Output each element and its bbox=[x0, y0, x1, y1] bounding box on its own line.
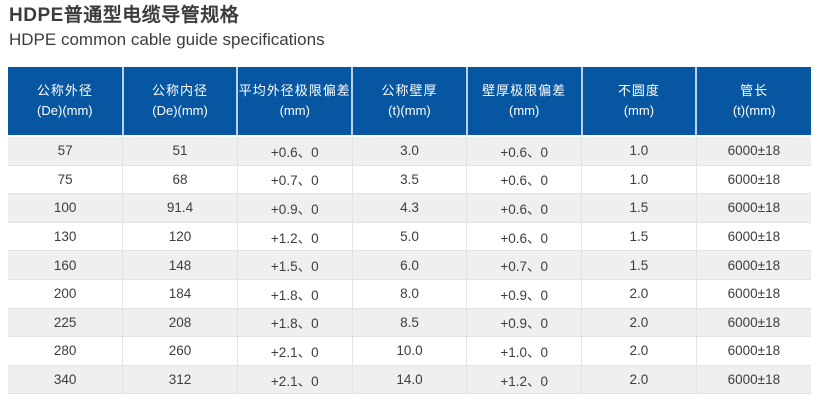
table-cell: 2.0 bbox=[581, 336, 697, 366]
table-cell: 120 bbox=[122, 221, 238, 251]
table-cell: 68 bbox=[122, 164, 238, 194]
table-cell: 4.3 bbox=[351, 193, 467, 223]
table-cell: 1.0 bbox=[581, 164, 697, 194]
table-cell: 2.0 bbox=[581, 278, 697, 309]
table-cell: 75 bbox=[8, 164, 123, 194]
table-row: 200 184 +1.8、0 8.0 +0.9、0 2.0 6000±18 bbox=[8, 278, 811, 309]
table-cell: +2.1、0 bbox=[236, 364, 353, 395]
table-row: 280 260 +2.1、0 10.0 +1.0、0 2.0 6000±18 bbox=[8, 336, 811, 366]
table-cell: +1.8、0 bbox=[236, 307, 353, 337]
page-title-en: HDPE common cable guide specifications bbox=[9, 30, 325, 49]
table-cell: +0.9、0 bbox=[466, 307, 582, 337]
table-cell: 225 bbox=[8, 307, 123, 337]
table-cell: +0.6、0 bbox=[236, 136, 353, 166]
table-cell: +1.2、0 bbox=[466, 364, 582, 395]
table-cell: 3.0 bbox=[351, 136, 467, 166]
table-cell: 6000±18 bbox=[695, 221, 811, 251]
table-cell: 91.4 bbox=[122, 193, 238, 223]
table-cell: 2.0 bbox=[581, 364, 697, 395]
page-title-zh: HDPE普通型电缆导管规格 bbox=[9, 5, 240, 26]
table-cell: 148 bbox=[122, 250, 238, 280]
table-cell: 184 bbox=[122, 278, 238, 309]
table-row: 340 312 +2.1、0 14.0 +1.2、0 2.0 6000±18 bbox=[8, 364, 811, 395]
column-header: 管长 (t)(mm) bbox=[695, 67, 811, 137]
column-header: 平均外径极限偏差 (mm) bbox=[236, 67, 353, 137]
table-cell: +0.6、0 bbox=[466, 164, 582, 194]
table-row: 225 208 +1.8、0 8.5 +0.9、0 2.0 6000±18 bbox=[8, 307, 811, 337]
header-row: 公称外径 (De)(mm) 公称内径 (De)(mm) 平均外径极限偏差 (mm) 公称壁厚… bbox=[8, 67, 811, 137]
table-cell: +0.9、0 bbox=[466, 278, 582, 309]
table-cell: +1.5、0 bbox=[236, 250, 353, 280]
table-cell: 6000±18 bbox=[695, 136, 811, 166]
table-cell: 6000±18 bbox=[695, 278, 811, 309]
table-cell: +1.0、0 bbox=[466, 336, 582, 366]
page-header: HDPE普通型电缆导管规格 HDPE common cable guide sp… bbox=[9, 4, 819, 51]
spec-table: 公称外径 (De)(mm) 公称内径 (De)(mm) 平均外径极限偏差 (mm) 公称壁厚… bbox=[8, 67, 811, 395]
table-cell: 6000±18 bbox=[695, 364, 811, 395]
table-cell: 8.5 bbox=[351, 307, 467, 337]
table-cell: +0.6、0 bbox=[466, 221, 582, 251]
column-header: 不圆度 (mm) bbox=[580, 67, 697, 137]
table-cell: 3.5 bbox=[351, 164, 467, 194]
table-cell: 6000±18 bbox=[695, 164, 811, 194]
table-cell: 6000±18 bbox=[695, 193, 811, 223]
table-cell: 6.0 bbox=[351, 250, 467, 280]
table-cell: 280 bbox=[8, 336, 123, 366]
table-cell: 1.0 bbox=[581, 136, 697, 166]
table-cell: 5.0 bbox=[351, 221, 467, 251]
table-cell: 160 bbox=[8, 250, 123, 280]
table-cell: 51 bbox=[122, 136, 238, 166]
table-cell: +0.7、0 bbox=[466, 250, 582, 280]
spec-table-head: 公称外径 (De)(mm) 公称内径 (De)(mm) 平均外径极限偏差 (mm) 公称壁厚… bbox=[8, 67, 811, 137]
table-row: 75 68 +0.7、0 3.5 +0.6、0 1.0 6000±18 bbox=[8, 164, 811, 194]
table-cell: 208 bbox=[122, 307, 238, 337]
table-row: 130 120 +1.2、0 5.0 +0.6、0 1.5 6000±18 bbox=[8, 221, 811, 251]
table-cell: +1.2、0 bbox=[236, 221, 353, 251]
table-row: 160 148 +1.5、0 6.0 +0.7、0 1.5 6000±18 bbox=[8, 250, 811, 280]
table-cell: 200 bbox=[8, 278, 123, 309]
table-row: 57 51 +0.6、0 3.0 +0.6、0 1.0 6000±18 bbox=[8, 136, 811, 166]
table-cell: 10.0 bbox=[351, 336, 467, 366]
table-cell: 6000±18 bbox=[695, 336, 811, 366]
table-cell: 8.0 bbox=[351, 278, 467, 309]
table-cell: 100 bbox=[8, 193, 123, 223]
column-header: 公称内径 (De)(mm) bbox=[121, 67, 238, 137]
table-cell: +0.6、0 bbox=[466, 193, 582, 223]
table-cell: +1.8、0 bbox=[236, 278, 353, 309]
table-row: 100 91.4 +0.9、0 4.3 +0.6、0 1.5 6000±18 bbox=[8, 193, 811, 223]
table-cell: 130 bbox=[8, 221, 123, 251]
table-cell: +0.6、0 bbox=[466, 136, 582, 166]
column-header: 公称外径 (De)(mm) bbox=[8, 67, 123, 137]
table-cell: +0.7、0 bbox=[236, 164, 353, 194]
table-cell: 1.5 bbox=[581, 250, 697, 280]
table-cell: 1.5 bbox=[581, 193, 697, 223]
table-cell: 6000±18 bbox=[695, 307, 811, 337]
column-header: 壁厚极限偏差 (mm) bbox=[465, 67, 582, 137]
table-cell: 2.0 bbox=[581, 307, 697, 337]
table-cell: +0.9、0 bbox=[236, 193, 353, 223]
column-header: 公称壁厚 (t)(mm) bbox=[351, 67, 467, 137]
table-cell: 57 bbox=[57, 143, 73, 159]
table-cell: 260 bbox=[122, 336, 238, 366]
table-cell: 14.0 bbox=[351, 364, 467, 395]
table-cell: 340 bbox=[8, 364, 123, 395]
table-cell: 6000±18 bbox=[695, 250, 811, 280]
table-cell: 312 bbox=[122, 364, 238, 395]
table-body: 57 51 +0.6、0 3.0 +0.6、0 1.0 6000±18 75 68 +0.7、0 3… bbox=[8, 136, 811, 395]
table-cell: 1.5 bbox=[581, 221, 697, 251]
table-cell: +2.1、0 bbox=[236, 336, 353, 366]
